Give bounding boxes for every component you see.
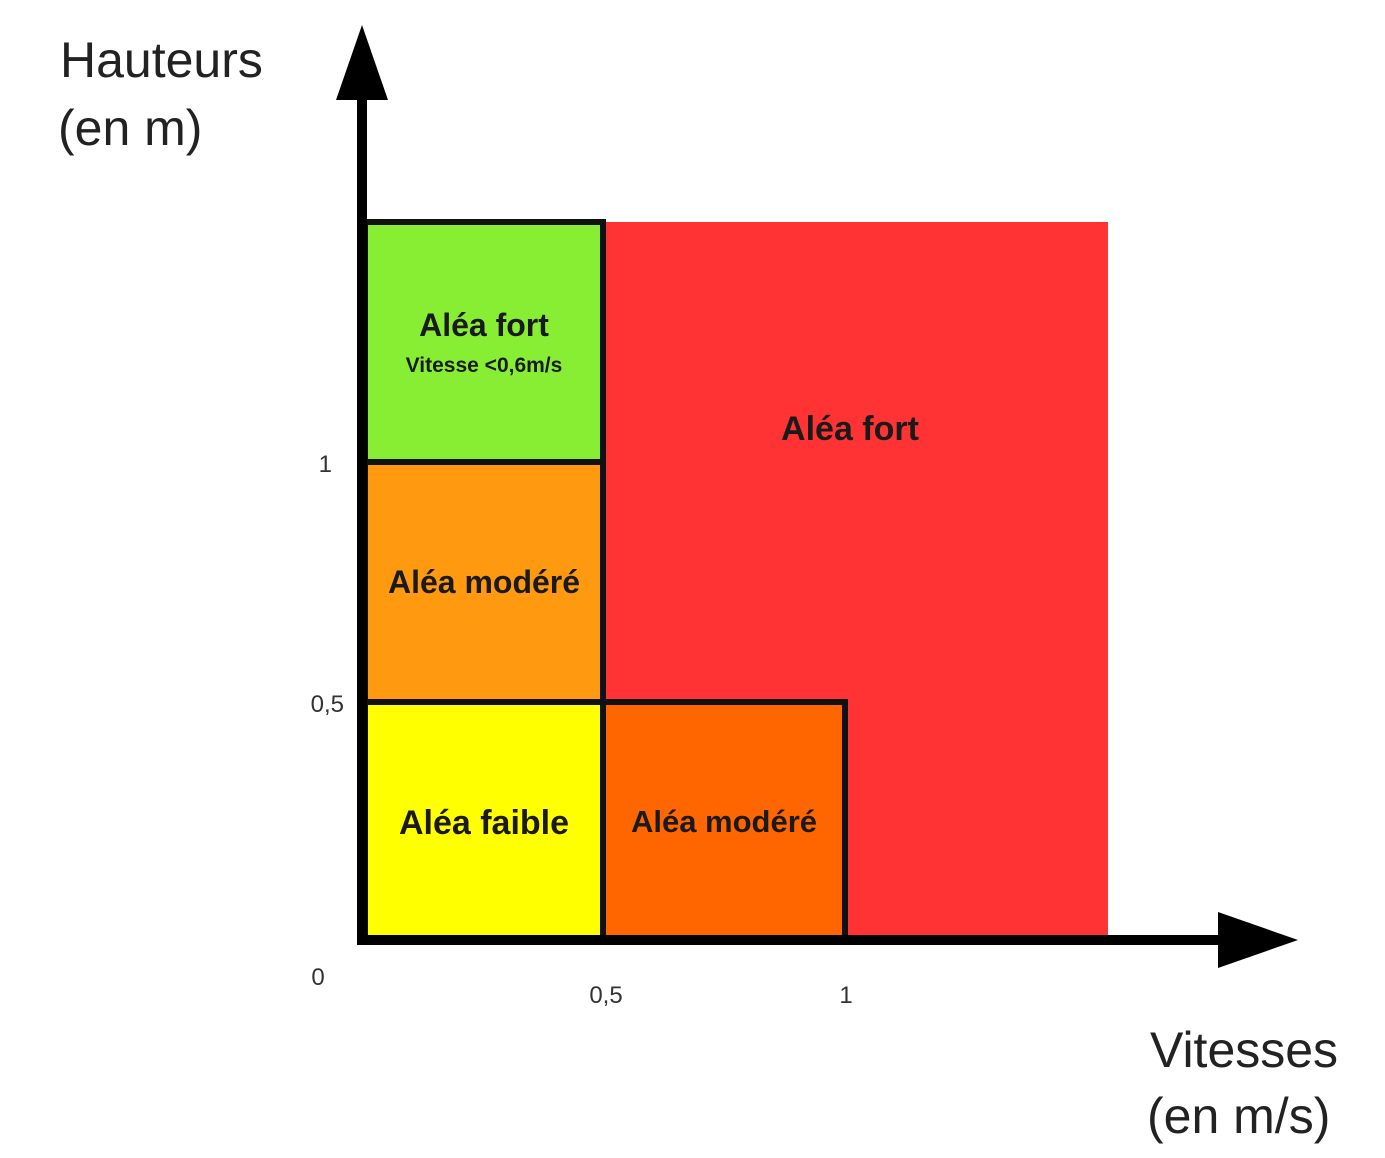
label-strong-hazard: Aléa fort bbox=[781, 410, 919, 448]
zone-low-hazard bbox=[362, 699, 606, 943]
zone-moderate-hazard-upper bbox=[362, 459, 606, 705]
x-axis-arrow bbox=[1218, 912, 1298, 968]
y-axis-arrow bbox=[336, 25, 388, 100]
x-axis-title-line2: (en m/s) bbox=[1147, 1088, 1330, 1144]
label-low-hazard: Aléa faible bbox=[399, 804, 569, 842]
tick-x-mid: 0,5 bbox=[589, 982, 622, 1009]
tick-x-top: 1 bbox=[839, 982, 852, 1009]
tick-y-mid: 0,5 bbox=[311, 691, 344, 718]
y-axis-title-line2: (en m) bbox=[58, 100, 202, 156]
y-axis-title-line1: Hauteurs bbox=[60, 32, 263, 88]
tick-y-top: 1 bbox=[319, 451, 332, 478]
label-moderate-upper: Aléa modéré bbox=[388, 564, 580, 600]
label-green-hazard: Aléa fort bbox=[419, 307, 549, 343]
zone-strong-hazard-low-speed bbox=[362, 219, 606, 465]
x-axis-title-line1: Vitesses bbox=[1150, 1022, 1338, 1078]
label-moderate-lower: Aléa modéré bbox=[631, 804, 817, 839]
label-green-speed: Vitesse <0,6m/s bbox=[406, 354, 563, 377]
tick-origin: 0 bbox=[311, 964, 324, 991]
